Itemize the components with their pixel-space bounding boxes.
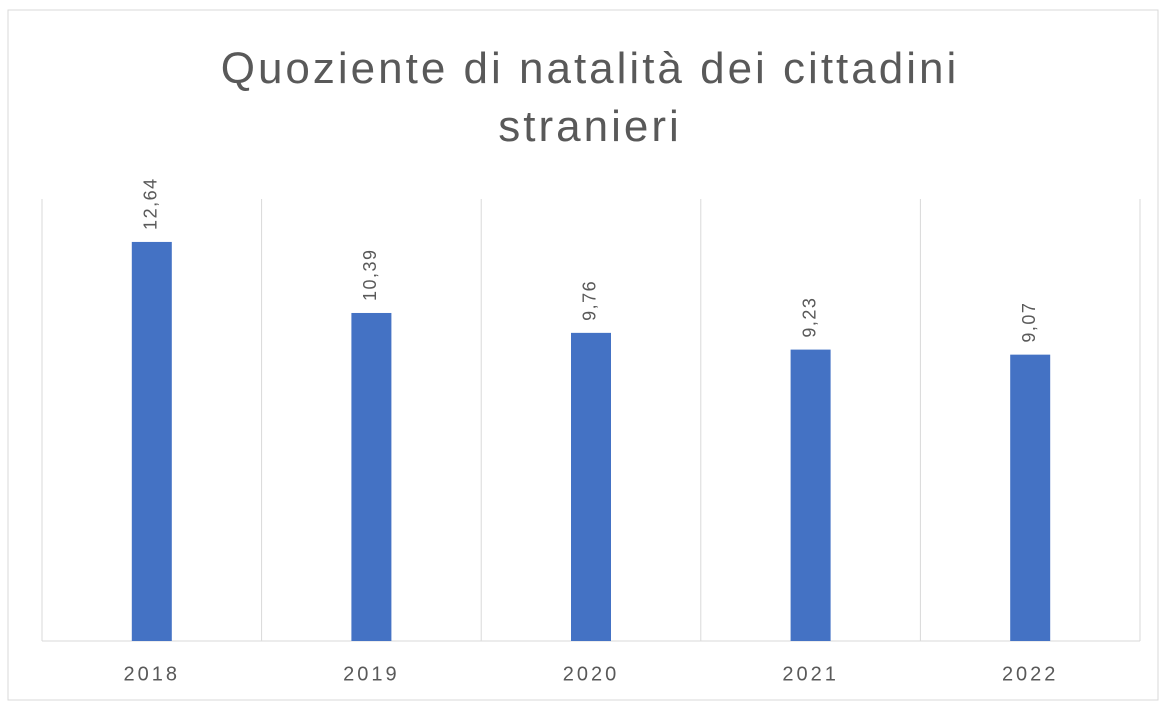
x-tick-label: 2020: [563, 663, 620, 685]
data-label: 9,23: [799, 297, 819, 338]
data-label: 10,39: [360, 248, 380, 301]
data-label: 9,76: [580, 280, 600, 321]
bar: [790, 349, 831, 641]
x-tick-label: 2019: [343, 663, 400, 685]
data-label: 9,07: [1019, 302, 1039, 343]
x-tick-label: 2022: [1002, 663, 1059, 685]
bar: [131, 241, 172, 642]
x-tick-label: 2018: [124, 663, 181, 685]
chart-border: [7, 9, 1159, 701]
bar: [351, 312, 392, 641]
data-label: 12,64: [141, 177, 161, 230]
chart-title: Quoziente di natalità dei cittadini stra…: [220, 44, 960, 151]
x-tick-label: 2021: [782, 663, 839, 685]
bar: [571, 332, 611, 641]
bar: [1010, 354, 1051, 641]
